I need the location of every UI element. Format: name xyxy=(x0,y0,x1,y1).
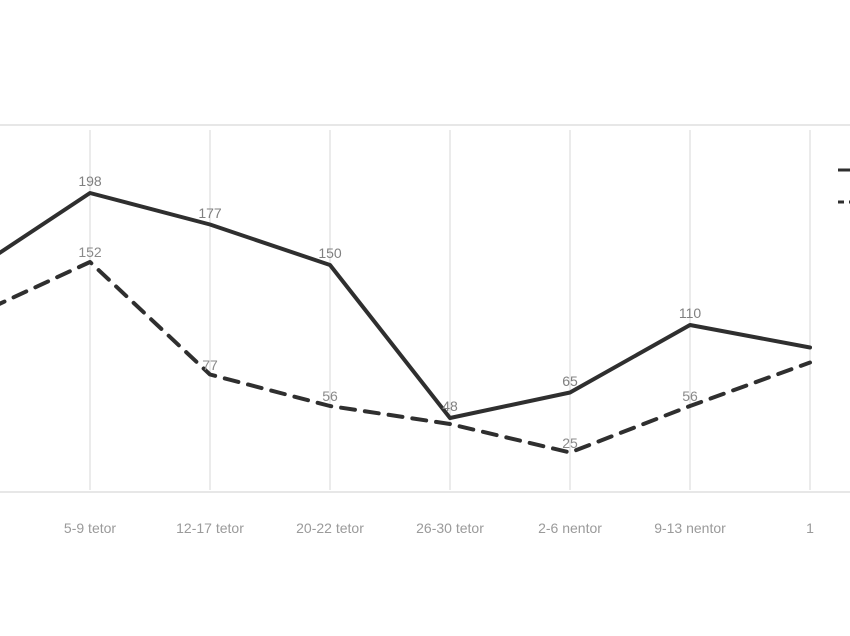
x-axis-label: 1 xyxy=(806,520,814,536)
value-label: 152 xyxy=(78,244,101,260)
value-label: 56 xyxy=(682,388,698,404)
x-axis-label: 12-17 tetor xyxy=(176,520,244,536)
value-label: 150 xyxy=(318,245,341,261)
value-label: 77 xyxy=(202,357,218,373)
x-axis-label: 26-30 tetor xyxy=(416,520,484,536)
value-label: 110 xyxy=(679,305,701,321)
x-axis-label: 20-22 tetor xyxy=(296,520,364,536)
value-label: 48 xyxy=(442,398,458,414)
value-label: 56 xyxy=(322,388,338,404)
series-dashed xyxy=(0,262,810,453)
x-axis-label: 5-9 tetor xyxy=(64,520,116,536)
line-chart xyxy=(0,0,850,636)
value-label: 65 xyxy=(562,373,578,389)
x-axis-label: 9-13 nentor xyxy=(654,520,726,536)
value-label: 25 xyxy=(562,435,578,451)
x-axis-label: 2-6 nentor xyxy=(538,520,602,536)
value-label: 198 xyxy=(78,173,101,189)
value-label: 177 xyxy=(198,205,221,221)
